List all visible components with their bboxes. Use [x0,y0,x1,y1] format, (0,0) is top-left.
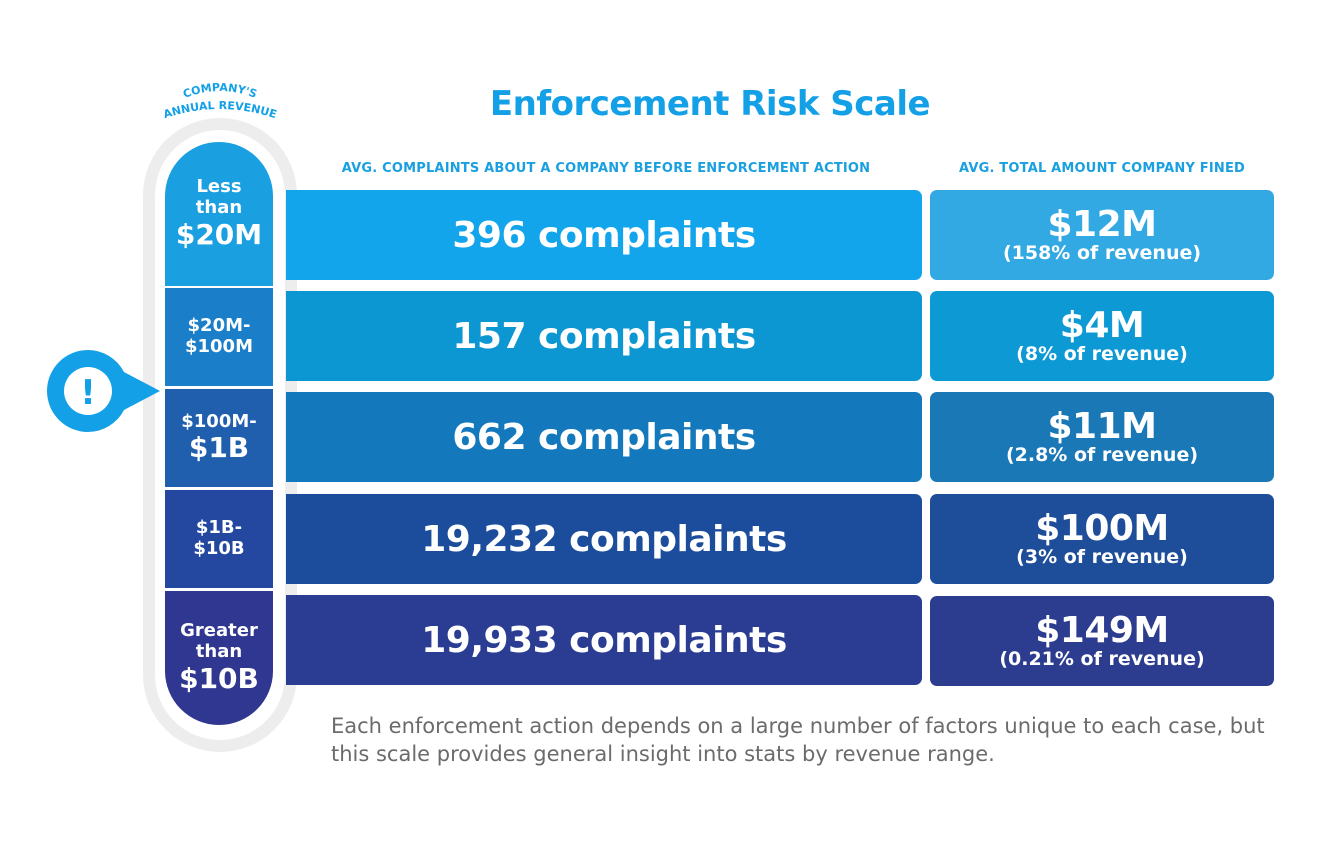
revenue-label-line1: $1B- [195,517,243,539]
revenue-label-line2: $100M [184,336,253,357]
fine-percent: (2.8% of revenue) [1005,444,1199,467]
revenue-label-line2: $10B [193,538,245,559]
revenue-heading-line1: COMPANY'S [181,81,258,101]
fine-amount: $11M [1047,405,1157,447]
complaints-value: 19,933 complaints [421,619,787,661]
complaints-column-header: AVG. COMPLAINTS ABOUT A COMPANY BEFORE E… [341,161,871,176]
fine-amount: $149M [1035,609,1169,651]
revenue-label-line2: than [195,640,243,662]
complaints-bar-3: 662 complaints [286,392,922,482]
revenue-label-line2: $1B [188,431,250,465]
complaints-bar-5: 19,933 complaints [286,595,922,685]
fine-amount: $12M [1047,203,1157,245]
page-title: Enforcement Risk Scale [489,84,931,124]
fine-percent: (158% of revenue) [1002,242,1202,265]
revenue-cell-2: $20M- $100M [165,288,273,386]
revenue-label-line1: $100M- [181,410,257,432]
complaints-value: 19,232 complaints [421,518,787,560]
revenue-label-line2: than [195,196,243,218]
revenue-cell-5: Greater than $10B [165,591,273,725]
revenue-label-line1: Greater [180,620,258,642]
fine-cell-1: $12M (158% of revenue) [930,190,1274,280]
fine-cell-3: $11M (2.8% of revenue) [930,392,1274,482]
revenue-label-line3: $20M [175,217,263,251]
revenue-cell-1: Less than $20M [165,142,273,286]
exclamation-pin-icon: ! [47,350,160,432]
complaints-bar-2: 157 complaints [286,291,922,381]
complaints-value: 662 complaints [452,416,756,458]
complaints-bar-4: 19,232 complaints [286,494,922,584]
fine-cell-5: $149M (0.21% of revenue) [930,596,1274,686]
fine-cell-4: $100M (3% of revenue) [930,494,1274,584]
revenue-cell-4: $1B- $10B [165,490,273,588]
footnote: Each enforcement action depends on a lar… [331,714,1265,767]
revenue-label-line1: Less [196,176,242,198]
fine-percent: (3% of revenue) [1016,546,1188,569]
revenue-cell-3: $100M- $1B [165,389,273,487]
complaints-value: 396 complaints [452,214,756,256]
fine-amount: $100M [1035,507,1169,549]
fine-cell-2: $4M (8% of revenue) [930,291,1274,381]
fines-column-header: AVG. TOTAL AMOUNT COMPANY FINED [958,161,1246,176]
fine-amount: $4M [1059,304,1145,346]
marker-symbol: ! [80,373,96,413]
fine-percent: (0.21% of revenue) [999,648,1205,671]
revenue-label-line3: $10B [179,661,259,695]
revenue-heading: COMPANY'S ANNUAL REVENUE [162,81,279,121]
fine-percent: (8% of revenue) [1016,343,1188,366]
complaints-value: 157 complaints [452,315,756,357]
revenue-label-line1: $20M- [187,315,251,337]
svg-text:COMPANY'S: COMPANY'S [181,81,258,101]
complaints-bar-1: 396 complaints [286,190,922,280]
